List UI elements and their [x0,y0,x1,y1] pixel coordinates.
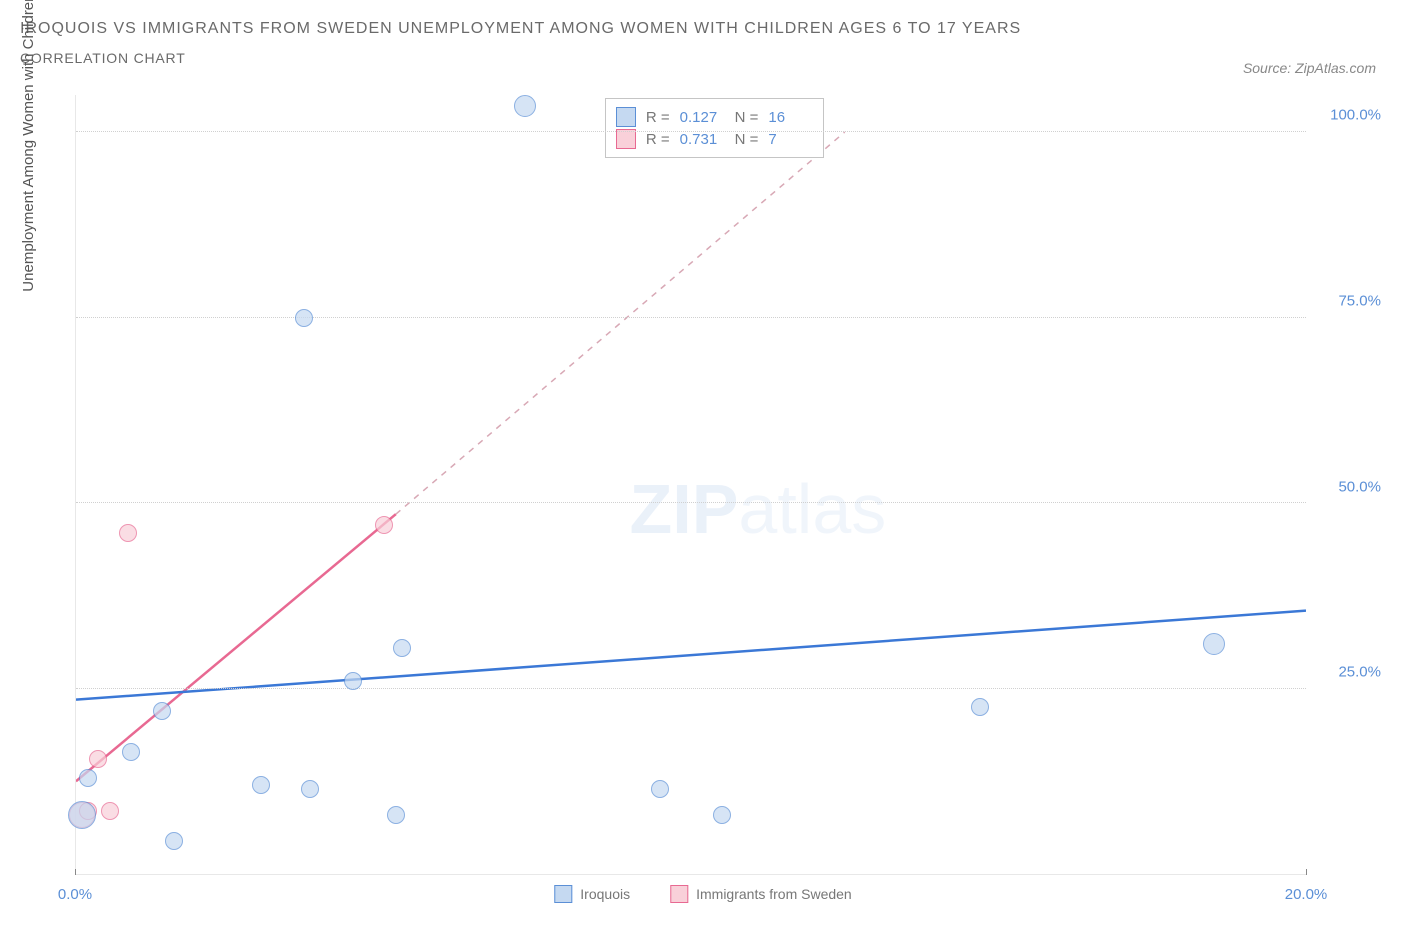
plot-area: ZIPatlas R = 0.127 N = 16 R = 0.731 N = … [75,95,1306,875]
watermark: ZIPatlas [630,469,887,549]
data-point [393,639,411,657]
swatch-series1-icon [616,107,636,127]
x-tick-label: 0.0% [58,886,92,903]
data-point [301,780,319,798]
data-point [651,780,669,798]
data-point [101,802,119,820]
watermark-bold: ZIP [630,470,739,548]
gridline [76,317,1306,318]
data-point [375,516,393,534]
y-axis-label: Unemployment Among Women with Children A… [20,0,37,292]
chart-area: Unemployment Among Women with Children A… [20,95,1386,915]
legend-label-series2: Immigrants from Sweden [696,886,852,902]
data-point [89,750,107,768]
chart-subtitle: CORRELATION CHART [20,50,1021,66]
data-point [1203,633,1225,655]
data-point [514,95,536,117]
data-point [165,832,183,850]
y-tick-label: 100.0% [1330,107,1381,124]
y-tick-label: 50.0% [1338,478,1381,495]
chart-title: IROQUOIS VS IMMIGRANTS FROM SWEDEN UNEMP… [20,20,1021,38]
n-label: N = [735,109,759,126]
x-tick-label: 20.0% [1285,886,1328,903]
series2-r-value: 0.731 [680,131,725,148]
source-credit: Source: ZipAtlas.com [1243,60,1376,76]
legend-label-series1: Iroquois [580,886,630,902]
legend: Iroquois Immigrants from Sweden [554,885,851,903]
swatch-series1-icon [554,885,572,903]
r-label: R = [646,131,670,148]
legend-item-series1: Iroquois [554,885,630,903]
r-label: R = [646,109,670,126]
watermark-thin: atlas [738,470,886,548]
swatch-series2-icon [670,885,688,903]
data-point [344,672,362,690]
gridline [76,131,1306,132]
series1-n-value: 16 [768,109,813,126]
data-point [971,698,989,716]
data-point [119,524,137,542]
x-tick-mark [75,869,76,875]
data-point [122,743,140,761]
x-tick-mark [1306,869,1307,875]
series2-n-value: 7 [768,131,813,148]
y-tick-label: 25.0% [1338,664,1381,681]
data-point [153,702,171,720]
series1-r-value: 0.127 [680,109,725,126]
y-tick-label: 75.0% [1338,292,1381,309]
data-point [387,806,405,824]
data-point [79,769,97,787]
data-point [252,776,270,794]
gridline [76,688,1306,689]
data-point [295,309,313,327]
data-point [713,806,731,824]
correlation-stats-box: R = 0.127 N = 16 R = 0.731 N = 7 [605,98,825,158]
legend-item-series2: Immigrants from Sweden [670,885,852,903]
data-point [68,801,96,829]
stat-row-series1: R = 0.127 N = 16 [616,107,814,127]
gridline [76,502,1306,503]
n-label: N = [735,131,759,148]
